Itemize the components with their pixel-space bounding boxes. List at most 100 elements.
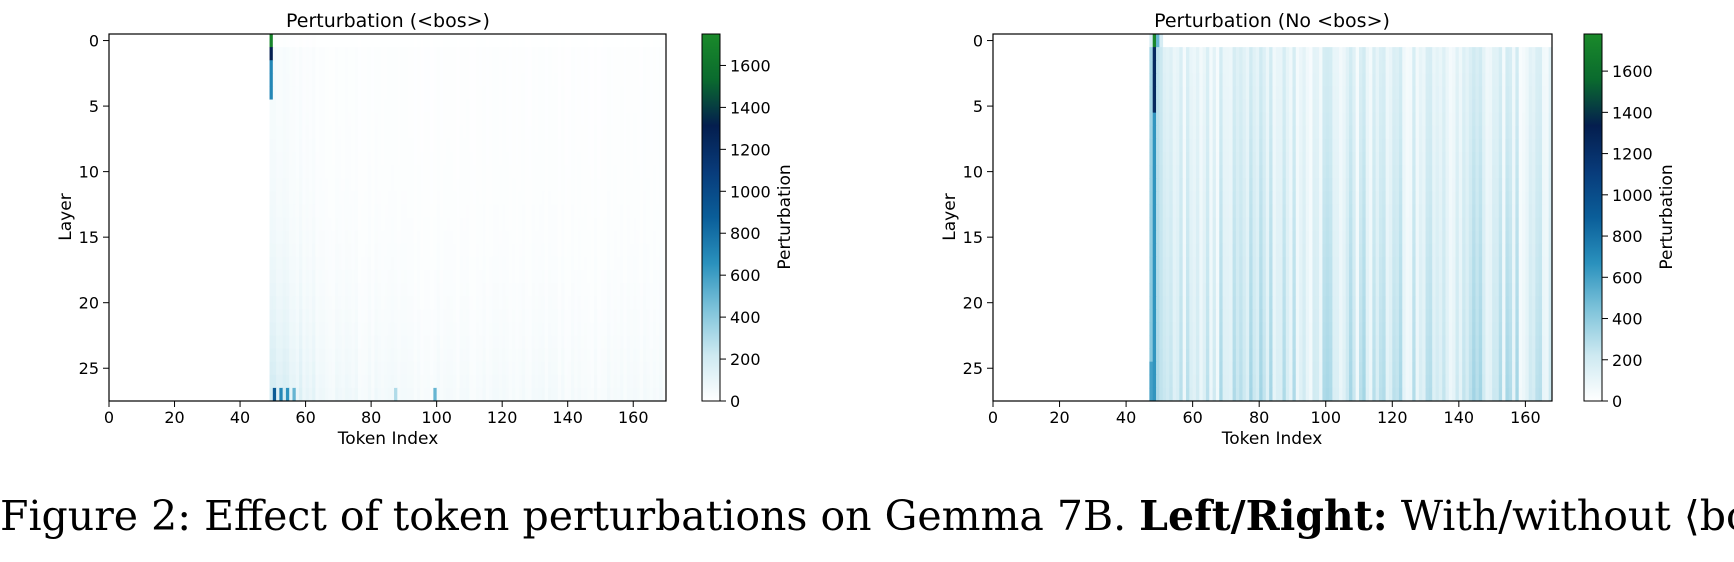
heatmap-cell <box>390 99 395 114</box>
heatmap-cell <box>367 112 372 127</box>
heatmap-cell <box>1465 178 1470 192</box>
heatmap-cell <box>371 99 375 114</box>
heatmap-cell <box>515 112 519 127</box>
heatmap-cell <box>1428 165 1433 179</box>
heatmap-cell <box>1412 178 1416 192</box>
heatmap-cell <box>538 217 542 232</box>
heatmap-cell <box>1395 86 1400 100</box>
heatmap-cell <box>1349 47 1353 61</box>
heatmap-cell <box>646 99 651 114</box>
heatmap-cell <box>1172 178 1177 192</box>
heatmap-cell <box>525 361 529 376</box>
heatmap-cell <box>1458 165 1463 179</box>
heatmap-cell <box>325 165 329 179</box>
heatmap-cell <box>446 283 451 297</box>
heatmap-cell <box>564 230 569 245</box>
heatmap-cell <box>541 217 546 232</box>
heatmap-cell <box>1245 47 1250 61</box>
heatmap-cell <box>1452 47 1456 61</box>
heatmap-cell <box>1425 99 1430 114</box>
heatmap-cell <box>469 361 474 376</box>
heatmap-cell <box>384 73 388 87</box>
heatmap-cell <box>472 178 477 192</box>
heatmap-cell <box>426 283 431 297</box>
heatmap-cell <box>557 60 562 74</box>
heatmap-cell <box>1468 151 1473 166</box>
heatmap-cell <box>577 335 582 349</box>
heatmap-cell <box>1362 73 1367 87</box>
heatmap-cell <box>341 256 346 271</box>
heatmap-cell <box>1355 112 1360 127</box>
heatmap-cell <box>649 269 654 284</box>
heatmap-cell <box>1275 99 1280 114</box>
heatmap-cell <box>633 230 637 245</box>
heatmap-cell <box>577 99 582 114</box>
heatmap-cell <box>554 191 559 205</box>
heatmap-cell <box>567 256 572 271</box>
heatmap-cell <box>603 256 608 271</box>
heatmap-cell <box>321 165 326 179</box>
heatmap-panel-no-bos: Perturbation (No <bos>) 0 20 40 60 80 100 120 1… <box>940 10 1677 449</box>
heatmap-cell <box>453 256 457 271</box>
heatmap-cell <box>1392 47 1397 61</box>
heatmap-cell <box>269 178 274 192</box>
heatmap-cell <box>1465 125 1470 140</box>
heatmap-cell <box>623 204 628 218</box>
heatmap-cell <box>308 230 313 245</box>
heatmap-cell <box>551 374 555 389</box>
heatmap-cell <box>531 230 536 245</box>
heatmap-cell <box>590 86 595 100</box>
heatmap-cell <box>1199 138 1204 153</box>
colorbar <box>701 33 721 402</box>
heatmap-cell <box>338 243 343 258</box>
heatmap-cell <box>1372 73 1377 87</box>
heatmap-cell <box>469 243 474 258</box>
heatmap-cell <box>439 165 444 179</box>
heatmap-cell <box>305 125 310 140</box>
heatmap-cell <box>1375 86 1380 100</box>
heatmap-cell <box>639 348 644 363</box>
heatmap-cell <box>567 73 572 87</box>
heatmap-cell <box>623 230 628 245</box>
heatmap-cell <box>1455 73 1460 87</box>
heatmap-cell <box>1402 151 1406 166</box>
heatmap-cell <box>289 151 293 166</box>
heatmap-cell <box>325 296 329 310</box>
heatmap-cell <box>1355 60 1360 74</box>
heatmap-cell <box>570 348 575 363</box>
heatmap-cell <box>361 73 365 87</box>
heatmap-cell <box>469 165 474 179</box>
heatmap-cell <box>341 165 346 179</box>
heatmap-cell <box>590 138 595 153</box>
heatmap-cell <box>544 361 549 376</box>
heatmap-cell <box>557 112 562 127</box>
heatmap-cell <box>508 204 513 218</box>
heatmap-cell <box>475 112 480 127</box>
heatmap-cell <box>420 151 424 166</box>
heatmap-cell <box>548 348 552 363</box>
heatmap-cell <box>289 387 293 402</box>
heatmap-cell <box>443 361 447 376</box>
heatmap-cell <box>456 151 460 166</box>
heatmap-cell <box>1339 86 1343 100</box>
heatmap-cell <box>1352 151 1357 166</box>
heatmap-cell <box>610 243 614 258</box>
heatmap-cell <box>1548 73 1553 87</box>
heatmap-cell <box>528 217 533 232</box>
heatmap-cell <box>551 191 555 205</box>
heatmap-cell <box>544 243 549 258</box>
heatmap-cell <box>299 309 303 323</box>
heatmap-cell <box>564 204 569 218</box>
heatmap-cell <box>574 230 578 245</box>
heatmap-cell <box>1398 86 1403 100</box>
heatmap-cell <box>623 361 628 376</box>
heatmap-cell <box>1249 99 1253 114</box>
heatmap-cell <box>623 256 628 271</box>
heatmap-cell <box>646 34 651 48</box>
heatmap-cell <box>570 125 575 140</box>
heatmap-cell <box>367 73 372 87</box>
heatmap-cell <box>1329 178 1333 192</box>
heatmap-cell <box>525 256 529 271</box>
heatmap-cell <box>639 322 644 336</box>
heatmap-cell <box>1185 165 1190 179</box>
